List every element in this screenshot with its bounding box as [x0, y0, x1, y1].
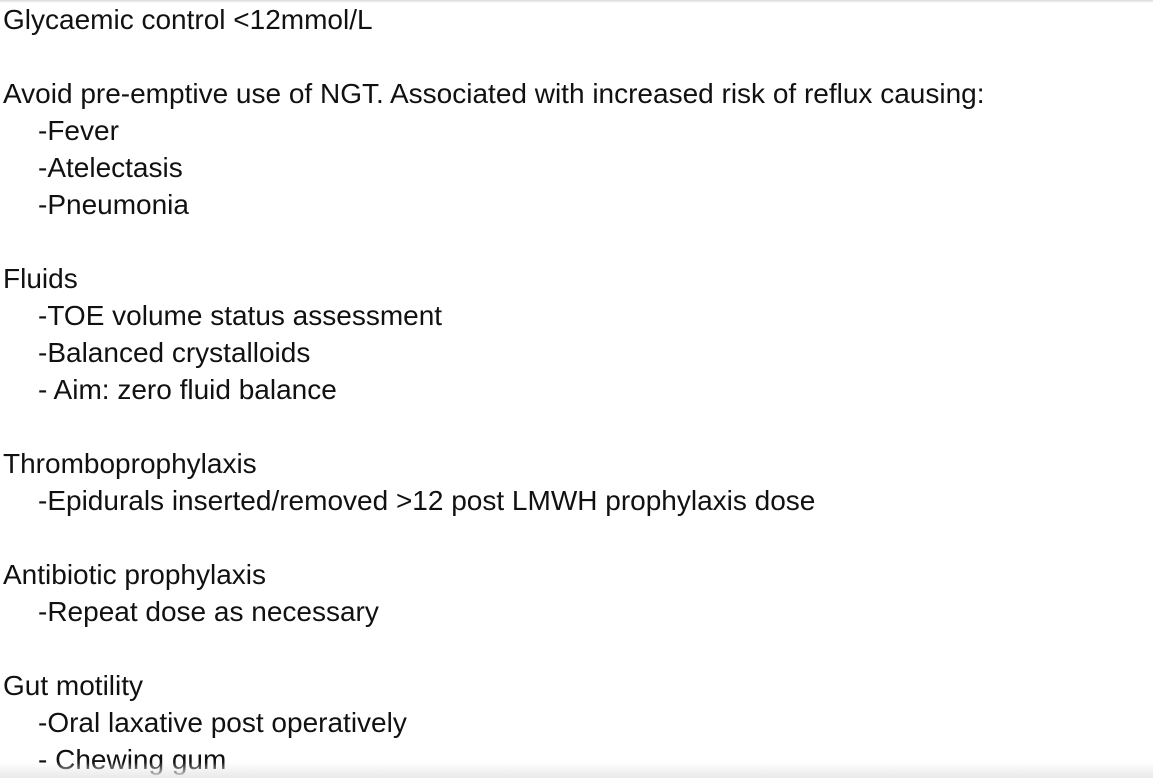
list-item: -Pneumonia — [38, 189, 189, 220]
list-item: -Repeat dose as necessary — [38, 596, 379, 627]
list-item: -Fever — [38, 115, 119, 146]
section-heading: Fluids — [3, 263, 78, 294]
section-heading: Thromboprophylaxis — [3, 448, 257, 479]
section-heading: Antibiotic prophylaxis — [3, 559, 267, 590]
list-item: -Balanced crystalloids — [38, 337, 311, 368]
list-item: - Aim: zero fluid balance — [38, 374, 337, 405]
section-antibiotic-prophylaxis: Antibiotic prophylaxis -Repeat dose as n… — [3, 556, 1148, 630]
bottom-edge-shadow — [0, 762, 1153, 778]
document-body: Glycaemic control <12mmol/L Avoid pre-em… — [3, 1, 1148, 778]
section-glycaemic-control: Glycaemic control <12mmol/L — [3, 1, 1148, 38]
section-heading: Gut motility — [3, 670, 144, 701]
list-item: -Atelectasis — [38, 152, 183, 183]
section-gut-motility: Gut motility -Oral laxative post operati… — [3, 667, 1148, 778]
section-thromboprophylaxis: Thromboprophylaxis -Epidurals inserted/r… — [3, 445, 1148, 519]
section-ngt: Avoid pre-emptive use of NGT. Associated… — [3, 75, 1148, 223]
list-item: -Epidurals inserted/removed >12 post LMW… — [38, 485, 816, 516]
top-edge-shadow — [0, 0, 1153, 3]
section-fluids: Fluids -TOE volume status assessment -Ba… — [3, 260, 1148, 408]
section-heading: Glycaemic control <12mmol/L — [3, 4, 373, 35]
list-item: -TOE volume status assessment — [38, 300, 443, 331]
section-heading: Avoid pre-emptive use of NGT. Associated… — [3, 78, 985, 109]
list-item: -Oral laxative post operatively — [38, 707, 407, 738]
